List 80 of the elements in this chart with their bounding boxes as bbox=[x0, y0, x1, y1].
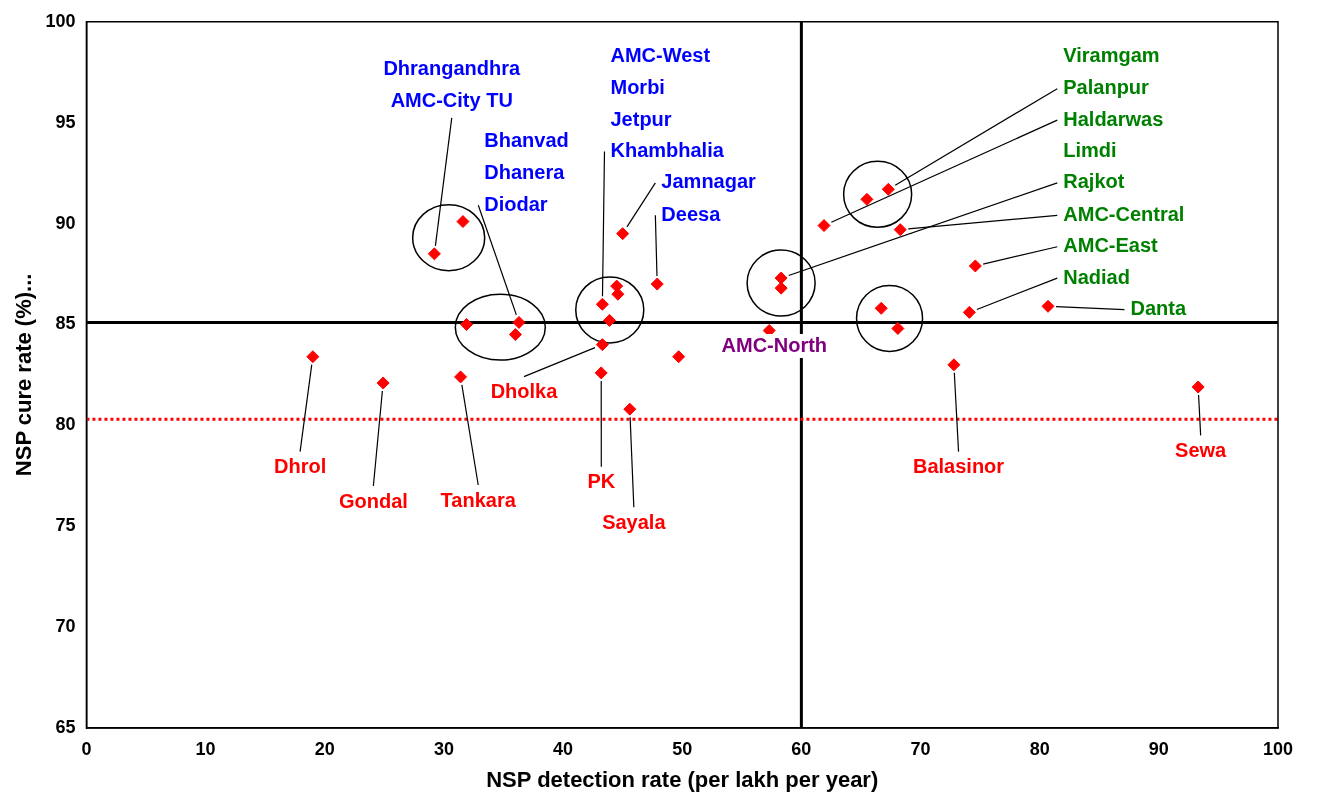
annotation: AMC-North bbox=[721, 333, 828, 356]
annotation: Nadiad bbox=[1063, 265, 1130, 288]
x-axis-title: NSP detection rate (per lakh per year) bbox=[486, 766, 879, 792]
annotation: AMC-East bbox=[1063, 234, 1159, 257]
x-tick-label: 40 bbox=[553, 738, 574, 759]
point bbox=[672, 350, 686, 364]
point bbox=[968, 259, 982, 273]
point bbox=[456, 215, 470, 229]
x-tick-label: 100 bbox=[1262, 738, 1294, 759]
point bbox=[774, 281, 788, 295]
y-axis-title: NSP cure rate (%)... bbox=[11, 273, 37, 477]
annotation: Jamnagar bbox=[661, 170, 757, 193]
x-tick-label: 60 bbox=[791, 738, 812, 759]
annotation: Limdi bbox=[1063, 138, 1117, 161]
annotation: Dhanera bbox=[484, 161, 566, 184]
y-tick-label: 85 bbox=[55, 313, 76, 334]
annotation: Rajkot bbox=[1063, 170, 1125, 193]
annotation: Balasinor bbox=[912, 455, 1005, 478]
y-tick-label: 95 bbox=[55, 111, 76, 132]
annotation: Danta bbox=[1130, 297, 1187, 320]
point bbox=[947, 358, 961, 372]
point bbox=[1041, 299, 1055, 313]
point bbox=[623, 402, 637, 416]
point bbox=[460, 317, 474, 331]
point bbox=[860, 192, 874, 206]
x-tick-label: 30 bbox=[433, 738, 454, 759]
point bbox=[603, 313, 617, 327]
annotation: PK bbox=[587, 470, 616, 493]
point bbox=[817, 219, 831, 233]
annotation: Dholka bbox=[490, 380, 559, 403]
point bbox=[774, 271, 788, 285]
point bbox=[616, 227, 630, 241]
point bbox=[881, 182, 895, 196]
x-tick-label: 50 bbox=[672, 738, 693, 759]
point bbox=[650, 277, 664, 291]
x-tick-label: 10 bbox=[195, 738, 216, 759]
point bbox=[508, 328, 522, 342]
annotation: Diodar bbox=[484, 192, 548, 215]
annotation: Viramgam bbox=[1063, 43, 1160, 66]
annotation: Dhrangandhra bbox=[383, 56, 521, 79]
point bbox=[512, 315, 526, 329]
point bbox=[376, 376, 390, 390]
point bbox=[306, 350, 320, 364]
x-tick-label: 90 bbox=[1148, 738, 1169, 759]
point bbox=[454, 370, 468, 384]
annotation: Jetpur bbox=[610, 107, 672, 130]
point bbox=[891, 321, 905, 335]
point bbox=[962, 305, 976, 319]
y-tick-label: 80 bbox=[55, 414, 76, 435]
point bbox=[1191, 380, 1205, 394]
y-tick-label: 75 bbox=[55, 515, 76, 536]
annotation: AMC-Central bbox=[1063, 202, 1185, 225]
annotation: AMC-West bbox=[610, 43, 711, 66]
annotation: Sayala bbox=[602, 510, 667, 533]
y-tick-label: 90 bbox=[55, 212, 76, 233]
annotation: Khambhalia bbox=[610, 138, 725, 161]
annotation: Haldarwas bbox=[1063, 107, 1164, 130]
x-tick-label: 0 bbox=[81, 738, 92, 759]
annotation: AMC-City TU bbox=[390, 89, 513, 112]
point bbox=[874, 301, 888, 315]
y-tick-label: 100 bbox=[45, 10, 76, 31]
annotation: Bhanvad bbox=[484, 128, 569, 151]
point bbox=[595, 338, 609, 352]
annotation: Morbi bbox=[610, 76, 665, 99]
x-tick-label: 80 bbox=[1029, 738, 1050, 759]
annotation: Dhrol bbox=[273, 455, 327, 478]
annotation: Palanpur bbox=[1063, 76, 1150, 99]
point bbox=[595, 297, 609, 311]
annotation: Deesa bbox=[661, 202, 722, 225]
point bbox=[893, 223, 907, 237]
point bbox=[427, 247, 441, 261]
x-tick-label: 20 bbox=[314, 738, 335, 759]
point bbox=[594, 366, 608, 380]
point bbox=[611, 287, 625, 301]
x-tick-label: 70 bbox=[910, 738, 931, 759]
annotation: Sewa bbox=[1175, 438, 1228, 461]
y-tick-label: 65 bbox=[55, 716, 76, 737]
annotation: Gondal bbox=[338, 489, 408, 512]
annotation: Tankara bbox=[440, 488, 517, 511]
y-tick-label: 70 bbox=[55, 616, 76, 637]
